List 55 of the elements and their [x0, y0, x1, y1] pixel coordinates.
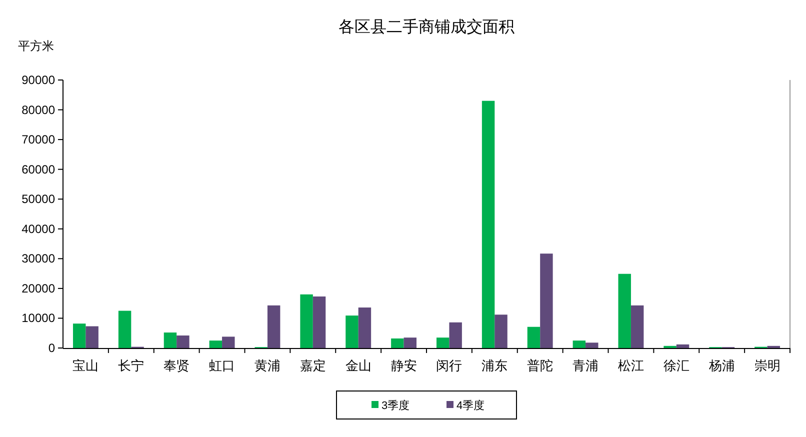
y-tick-label: 20000: [22, 281, 56, 296]
bar: [482, 100, 495, 348]
x-tick-label: 闵行: [436, 358, 462, 373]
y-tick-label: 40000: [22, 222, 56, 236]
bar: [404, 338, 417, 348]
bar: [209, 340, 222, 348]
bar: [676, 344, 690, 348]
legend-label: 3季度: [382, 399, 410, 412]
bar: [267, 305, 280, 348]
x-tick-label: 普陀: [527, 358, 554, 373]
x-tick-label: 青浦: [572, 358, 599, 373]
bar: [630, 305, 644, 348]
y-tick-label: 70000: [22, 132, 56, 147]
x-tick-label: 浦东: [482, 358, 508, 373]
bar: [540, 254, 553, 348]
y-tick-label: 80000: [22, 102, 56, 117]
x-tick-label: 宝山: [72, 358, 99, 373]
y-tick-label: 0: [48, 341, 56, 355]
chart-title: 各区县二手商铺成交面积: [338, 18, 514, 36]
x-tick-label: 徐汇: [663, 358, 690, 373]
bar: [118, 310, 132, 348]
legend-label: 4季度: [456, 399, 485, 412]
bar: [358, 308, 372, 348]
bar: [346, 316, 358, 348]
bar: [572, 340, 586, 348]
x-tick-label: 静安: [390, 358, 417, 373]
bar: [86, 326, 98, 348]
y-axis-title: 平方米: [18, 39, 54, 53]
x-tick-label: 虹口: [209, 358, 236, 373]
bar: [164, 332, 177, 348]
bar: [312, 296, 326, 348]
bar: [494, 314, 508, 348]
y-tick-label: 30000: [22, 252, 56, 266]
bar: [618, 274, 631, 348]
bar: [222, 336, 235, 348]
x-tick-label: 黄浦: [254, 358, 280, 373]
x-tick-label: 长宁: [118, 358, 144, 373]
y-tick-label: 10000: [22, 311, 56, 326]
y-tick-label: 50000: [22, 192, 56, 206]
x-tick-label: 嘉定: [300, 358, 326, 373]
bar: [449, 322, 462, 348]
bar: [72, 324, 86, 348]
y-tick-label: 60000: [22, 162, 56, 176]
bar: [300, 294, 313, 348]
x-tick-label: 奉贤: [164, 358, 190, 373]
bar: [527, 326, 540, 348]
bar: [436, 338, 450, 348]
bar: [176, 335, 190, 348]
x-tick-label: 金山: [345, 358, 372, 373]
bar: [391, 338, 404, 348]
bar: [586, 342, 598, 348]
x-tick-label: 崇明: [754, 358, 780, 373]
x-tick-label: 杨浦: [708, 358, 735, 373]
y-tick-label: 90000: [22, 73, 56, 87]
x-tick-label: 松江: [618, 358, 644, 373]
